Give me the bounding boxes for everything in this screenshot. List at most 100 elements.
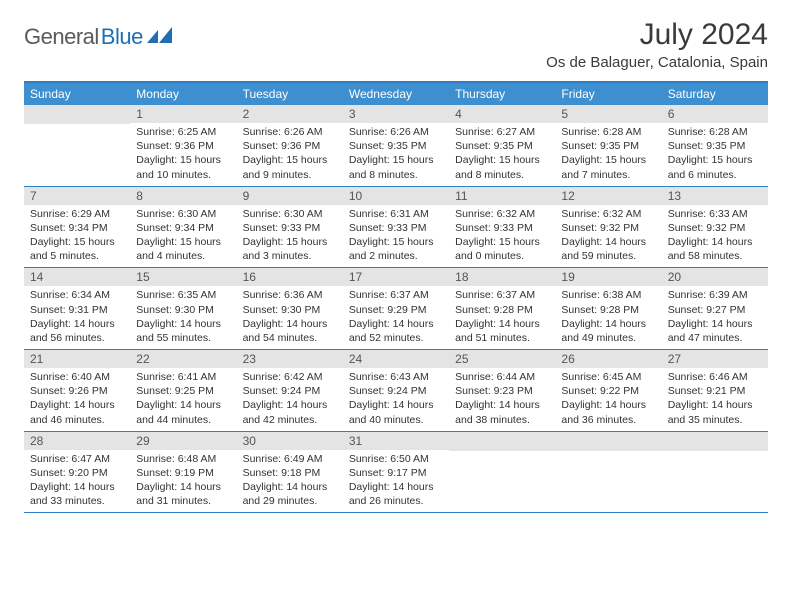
date-number: 2 <box>237 105 343 123</box>
day-body: Sunrise: 6:32 AMSunset: 9:33 PMDaylight:… <box>449 205 555 268</box>
day-cell: 11Sunrise: 6:32 AMSunset: 9:33 PMDayligh… <box>449 187 555 268</box>
sunset-line: Sunset: 9:22 PM <box>561 384 655 398</box>
day-cell: 28 Sunrise: 6:47 AMSunset: 9:20 PMDayligh… <box>24 432 130 513</box>
day-body: Sunrise: 6:27 AMSunset: 9:35 PMDaylight:… <box>449 123 555 186</box>
daylight-line: Daylight: 14 hours and 44 minutes. <box>136 398 230 426</box>
sunset-line: Sunset: 9:34 PM <box>136 221 230 235</box>
daylight-line: Daylight: 14 hours and 29 minutes. <box>243 480 337 508</box>
date-number: 7 <box>24 187 130 205</box>
day-body: Sunrise: 6:28 AMSunset: 9:35 PMDaylight:… <box>662 123 768 186</box>
week-row: 1Sunrise: 6:25 AMSunset: 9:36 PMDaylight… <box>24 105 768 187</box>
sunrise-line: Sunrise: 6:29 AM <box>30 207 124 221</box>
sunrise-line: Sunrise: 6:35 AM <box>136 288 230 302</box>
date-number: 17 <box>343 268 449 286</box>
date-number <box>555 432 661 451</box>
day-cell: 22Sunrise: 6:41 AMSunset: 9:25 PMDayligh… <box>130 350 236 431</box>
weekday-header: Saturday <box>662 83 768 105</box>
day-body: Sunrise: 6:31 AMSunset: 9:33 PMDaylight:… <box>343 205 449 268</box>
sunset-line: Sunset: 9:29 PM <box>349 303 443 317</box>
sunset-line: Sunset: 9:30 PM <box>136 303 230 317</box>
title-block: July 2024 Os de Balaguer, Catalonia, Spa… <box>546 18 768 71</box>
sunrise-line: Sunrise: 6:26 AM <box>243 125 337 139</box>
daylight-line: Daylight: 14 hours and 59 minutes. <box>561 235 655 263</box>
sunrise-line: Sunrise: 6:43 AM <box>349 370 443 384</box>
daylight-line: Daylight: 15 hours and 8 minutes. <box>455 153 549 181</box>
day-body: Sunrise: 6:29 AMSunset: 9:34 PMDaylight:… <box>24 205 130 268</box>
daylight-line: Daylight: 14 hours and 56 minutes. <box>30 317 124 345</box>
sunrise-line: Sunrise: 6:42 AM <box>243 370 337 384</box>
sunrise-line: Sunrise: 6:33 AM <box>668 207 762 221</box>
sunrise-line: Sunrise: 6:37 AM <box>349 288 443 302</box>
day-cell: 23Sunrise: 6:42 AMSunset: 9:24 PMDayligh… <box>237 350 343 431</box>
day-body: Sunrise: 6:39 AMSunset: 9:27 PMDaylight:… <box>662 286 768 349</box>
sunset-line: Sunset: 9:28 PM <box>561 303 655 317</box>
day-body: Sunrise: 6:35 AMSunset: 9:30 PMDaylight:… <box>130 286 236 349</box>
date-number <box>449 432 555 451</box>
sunset-line: Sunset: 9:27 PM <box>668 303 762 317</box>
daylight-line: Daylight: 14 hours and 35 minutes. <box>668 398 762 426</box>
sunset-line: Sunset: 9:32 PM <box>668 221 762 235</box>
date-number: 14 <box>24 268 130 286</box>
day-body: Sunrise: 6:30 AMSunset: 9:33 PMDaylight:… <box>237 205 343 268</box>
day-body: Sunrise: 6:37 AMSunset: 9:29 PMDaylight:… <box>343 286 449 349</box>
sunrise-line: Sunrise: 6:30 AM <box>136 207 230 221</box>
daylight-line: Daylight: 14 hours and 49 minutes. <box>561 317 655 345</box>
day-body: Sunrise: 6:45 AMSunset: 9:22 PMDaylight:… <box>555 368 661 431</box>
sunrise-line: Sunrise: 6:27 AM <box>455 125 549 139</box>
date-number: 16 <box>237 268 343 286</box>
day-body: Sunrise: 6:40 AMSunset: 9:26 PMDaylight:… <box>24 368 130 431</box>
daylight-line: Daylight: 14 hours and 55 minutes. <box>136 317 230 345</box>
date-number: 3 <box>343 105 449 123</box>
date-number: 28 <box>24 432 130 450</box>
sunrise-line: Sunrise: 6:47 AM <box>30 452 124 466</box>
daylight-line: Daylight: 15 hours and 4 minutes. <box>136 235 230 263</box>
day-cell: 17Sunrise: 6:37 AMSunset: 9:29 PMDayligh… <box>343 268 449 349</box>
day-body: Sunrise: 6:33 AMSunset: 9:32 PMDaylight:… <box>662 205 768 268</box>
date-number: 8 <box>130 187 236 205</box>
day-cell: 29Sunrise: 6:48 AMSunset: 9:19 PMDayligh… <box>130 432 236 513</box>
sunrise-line: Sunrise: 6:41 AM <box>136 370 230 384</box>
sunset-line: Sunset: 9:33 PM <box>455 221 549 235</box>
day-cell: 13Sunrise: 6:33 AMSunset: 9:32 PMDayligh… <box>662 187 768 268</box>
date-number: 4 <box>449 105 555 123</box>
sunset-line: Sunset: 9:20 PM <box>30 466 124 480</box>
date-number: 22 <box>130 350 236 368</box>
day-body: Sunrise: 6:43 AMSunset: 9:24 PMDaylight:… <box>343 368 449 431</box>
logo-mark-icon <box>147 26 173 49</box>
daylight-line: Daylight: 15 hours and 8 minutes. <box>349 153 443 181</box>
date-number: 12 <box>555 187 661 205</box>
day-cell: 7Sunrise: 6:29 AMSunset: 9:34 PMDaylight… <box>24 187 130 268</box>
week-row: 7Sunrise: 6:29 AMSunset: 9:34 PMDaylight… <box>24 187 768 269</box>
day-cell: 27Sunrise: 6:46 AMSunset: 9:21 PMDayligh… <box>662 350 768 431</box>
date-number: 11 <box>449 187 555 205</box>
day-body: Sunrise: 6:42 AMSunset: 9:24 PMDaylight:… <box>237 368 343 431</box>
weekday-header: Thursday <box>449 83 555 105</box>
day-cell: 9Sunrise: 6:30 AMSunset: 9:33 PMDaylight… <box>237 187 343 268</box>
day-cell: 24Sunrise: 6:43 AMSunset: 9:24 PMDayligh… <box>343 350 449 431</box>
sunrise-line: Sunrise: 6:48 AM <box>136 452 230 466</box>
sunset-line: Sunset: 9:26 PM <box>30 384 124 398</box>
sunset-line: Sunset: 9:18 PM <box>243 466 337 480</box>
sunset-line: Sunset: 9:35 PM <box>349 139 443 153</box>
day-cell: 15Sunrise: 6:35 AMSunset: 9:30 PMDayligh… <box>130 268 236 349</box>
sunrise-line: Sunrise: 6:38 AM <box>561 288 655 302</box>
daylight-line: Daylight: 15 hours and 6 minutes. <box>668 153 762 181</box>
day-body: Sunrise: 6:26 AMSunset: 9:36 PMDaylight:… <box>237 123 343 186</box>
sunrise-line: Sunrise: 6:31 AM <box>349 207 443 221</box>
location: Os de Balaguer, Catalonia, Spain <box>546 54 768 71</box>
week-row: 14Sunrise: 6:34 AMSunset: 9:31 PMDayligh… <box>24 268 768 350</box>
sunset-line: Sunset: 9:21 PM <box>668 384 762 398</box>
empty-cell <box>662 432 768 513</box>
date-number: 25 <box>449 350 555 368</box>
sunrise-line: Sunrise: 6:40 AM <box>30 370 124 384</box>
day-cell: 8 Sunrise: 6:30 AMSunset: 9:34 PMDaylight… <box>130 187 236 268</box>
sunset-line: Sunset: 9:36 PM <box>136 139 230 153</box>
sunset-line: Sunset: 9:24 PM <box>243 384 337 398</box>
daylight-line: Daylight: 14 hours and 33 minutes. <box>30 480 124 508</box>
sunrise-line: Sunrise: 6:28 AM <box>668 125 762 139</box>
logo-text-blue: Blue <box>101 24 143 50</box>
daylight-line: Daylight: 14 hours and 26 minutes. <box>349 480 443 508</box>
daylight-line: Daylight: 14 hours and 40 minutes. <box>349 398 443 426</box>
weekday-header: Wednesday <box>343 83 449 105</box>
day-cell: 5Sunrise: 6:28 AMSunset: 9:35 PMDaylight… <box>555 105 661 186</box>
